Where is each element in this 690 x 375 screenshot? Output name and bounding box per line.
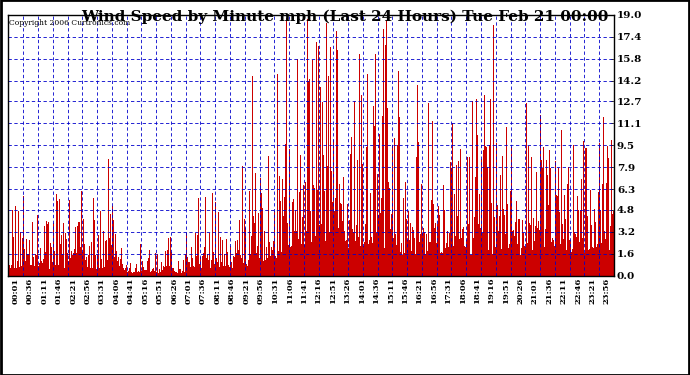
Text: 19:16: 19:16 — [488, 278, 495, 304]
Text: 04:41: 04:41 — [127, 278, 135, 304]
Text: 02:21: 02:21 — [69, 278, 77, 304]
Text: 12:51: 12:51 — [329, 278, 337, 304]
Text: 23:21: 23:21 — [589, 278, 596, 304]
Text: 07:36: 07:36 — [199, 278, 207, 304]
Text: 10:31: 10:31 — [271, 278, 279, 304]
Text: 00:01: 00:01 — [12, 278, 19, 304]
Text: 12:16: 12:16 — [315, 278, 322, 304]
Text: 01:11: 01:11 — [40, 278, 48, 304]
Text: 22:46: 22:46 — [574, 278, 582, 304]
Text: 06:26: 06:26 — [170, 278, 178, 304]
Text: 20:26: 20:26 — [516, 278, 524, 304]
Text: 11:41: 11:41 — [300, 278, 308, 304]
Text: 13:26: 13:26 — [343, 278, 351, 304]
Text: 18:06: 18:06 — [459, 278, 466, 304]
Text: 05:16: 05:16 — [141, 278, 149, 304]
Text: 04:06: 04:06 — [112, 278, 121, 304]
Text: 17:31: 17:31 — [444, 278, 452, 304]
Text: 21:36: 21:36 — [545, 278, 553, 304]
Text: 08:46: 08:46 — [228, 278, 236, 304]
Text: 14:36: 14:36 — [372, 278, 380, 304]
Text: 23:56: 23:56 — [603, 278, 611, 304]
Text: 09:56: 09:56 — [257, 278, 265, 304]
Text: 19:51: 19:51 — [502, 278, 510, 304]
Text: 15:11: 15:11 — [386, 278, 395, 304]
Text: 11:06: 11:06 — [286, 278, 293, 304]
Text: Wind Speed by Minute mph (Last 24 Hours) Tue Feb 21 00:00: Wind Speed by Minute mph (Last 24 Hours)… — [81, 9, 609, 24]
Text: 07:01: 07:01 — [185, 278, 193, 304]
Text: 01:46: 01:46 — [55, 278, 63, 304]
Text: 14:01: 14:01 — [357, 278, 366, 304]
Text: Copyright 2006 Curtronics.com: Copyright 2006 Curtronics.com — [10, 19, 130, 27]
Text: 18:41: 18:41 — [473, 278, 481, 304]
Text: 15:46: 15:46 — [401, 278, 409, 304]
Text: 09:21: 09:21 — [242, 278, 250, 304]
Text: 02:56: 02:56 — [83, 278, 92, 304]
Text: 22:11: 22:11 — [560, 278, 568, 304]
Text: 21:01: 21:01 — [531, 278, 539, 304]
Text: 16:56: 16:56 — [430, 278, 437, 304]
Text: 05:51: 05:51 — [156, 278, 164, 304]
Text: 03:31: 03:31 — [98, 278, 106, 304]
Text: 16:21: 16:21 — [415, 278, 424, 304]
Text: 08:11: 08:11 — [213, 278, 221, 304]
Text: 00:36: 00:36 — [26, 278, 34, 304]
